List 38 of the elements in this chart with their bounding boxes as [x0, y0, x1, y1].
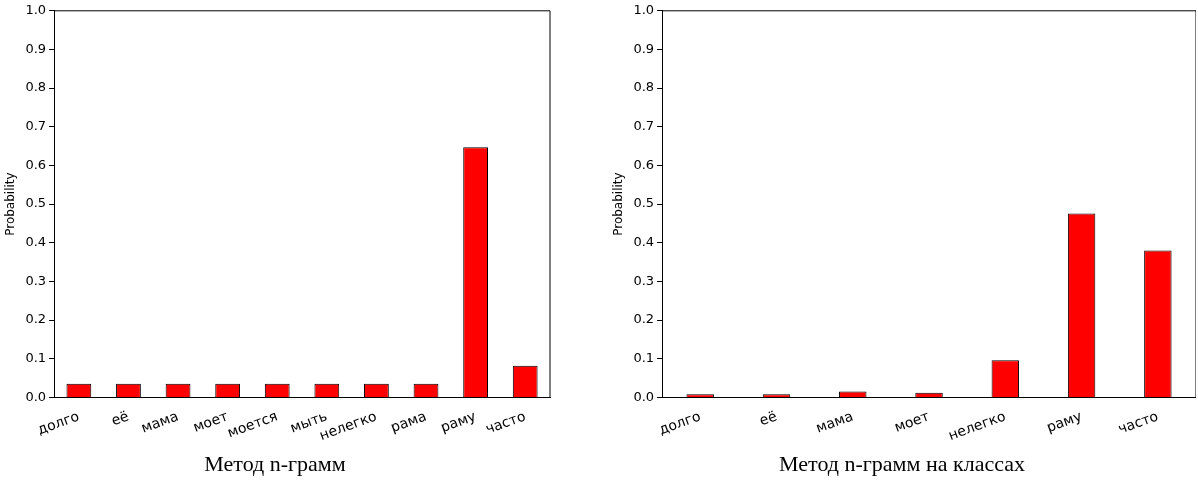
y-tick-label: 0.0: [25, 388, 47, 404]
x-tick-label: часто: [1115, 407, 1161, 437]
text: Метод n-грамм на классах: [779, 450, 1025, 476]
x-tick-label: мама: [138, 407, 181, 436]
x-tick-label: долго: [656, 407, 703, 438]
y-tick-label: 0.3: [633, 272, 655, 288]
y-tick-label: 0.3: [25, 272, 47, 288]
y-tick-label: 0.5: [25, 195, 47, 211]
y-tick-label: 0.2: [633, 311, 655, 327]
x-tick-label: её: [757, 407, 779, 429]
x-tick-label: её: [109, 407, 131, 429]
y-tick-label: 0.6: [633, 156, 655, 172]
x-tick-label: моет: [892, 407, 932, 435]
y-tick-label: 0.4: [633, 234, 655, 250]
y-tick-label: 0.8: [633, 79, 655, 95]
y-tick-label: 0.1: [25, 350, 47, 366]
y-tick-label: 0.7: [633, 118, 655, 134]
y-tick-label: 1.0: [25, 2, 47, 18]
x-tick-label: мама: [813, 407, 856, 436]
y-tick-label: 0.9: [633, 40, 655, 56]
y-tick-label: 0.1: [633, 350, 655, 366]
y-tick-label: 0.2: [25, 311, 47, 327]
x-tick-label: раму: [438, 407, 478, 435]
x-tick-label: раму: [1044, 407, 1084, 435]
y-tick-label: 0.7: [25, 118, 47, 134]
x-tick-label: рама: [388, 407, 429, 436]
y-axis-title: Probability: [611, 172, 626, 236]
text: Метод n-грамм: [204, 450, 346, 476]
x-tick-label: долго: [35, 407, 82, 438]
y-tick-label: 0.0: [633, 388, 655, 404]
x-tick-label: часто: [483, 407, 528, 437]
y-tick-label: 0.6: [25, 156, 47, 172]
y-tick-label: 0.8: [25, 79, 47, 95]
y-axis-title: Probability: [3, 172, 18, 236]
y-tick-label: 1.0: [633, 2, 655, 18]
y-tick-label: 0.9: [25, 40, 47, 56]
y-tick-label: 0.5: [633, 195, 655, 211]
y-tick-label: 0.4: [25, 234, 47, 250]
